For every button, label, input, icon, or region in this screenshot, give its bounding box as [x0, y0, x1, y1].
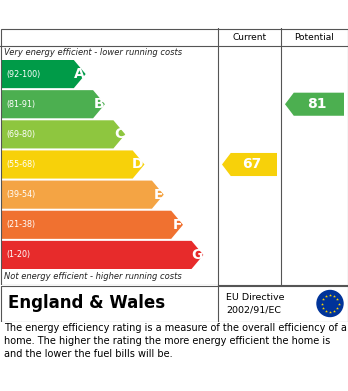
Polygon shape	[2, 90, 105, 118]
Text: (92-100): (92-100)	[6, 70, 40, 79]
Circle shape	[317, 291, 343, 316]
Text: (69-80): (69-80)	[6, 130, 35, 139]
Text: 81: 81	[307, 97, 327, 111]
Text: Very energy efficient - lower running costs: Very energy efficient - lower running co…	[4, 48, 182, 57]
Text: G: G	[191, 248, 202, 262]
Text: (21-38): (21-38)	[6, 220, 35, 229]
Text: D: D	[132, 158, 143, 172]
Text: E: E	[153, 188, 163, 202]
Text: England & Wales: England & Wales	[8, 294, 165, 312]
Polygon shape	[285, 93, 344, 116]
Text: 67: 67	[243, 158, 262, 172]
Polygon shape	[2, 60, 86, 88]
Text: 2002/91/EC: 2002/91/EC	[226, 305, 281, 314]
Polygon shape	[2, 151, 144, 179]
Polygon shape	[2, 241, 203, 269]
Polygon shape	[2, 120, 125, 149]
Text: (55-68): (55-68)	[6, 160, 35, 169]
Text: Potential: Potential	[294, 32, 334, 41]
Text: (1-20): (1-20)	[6, 250, 30, 260]
Text: B: B	[93, 97, 104, 111]
Text: Not energy efficient - higher running costs: Not energy efficient - higher running co…	[4, 272, 182, 281]
Text: EU Directive: EU Directive	[226, 292, 285, 301]
Polygon shape	[2, 181, 164, 209]
Polygon shape	[2, 211, 183, 239]
Text: Energy Efficiency Rating: Energy Efficiency Rating	[5, 6, 207, 21]
Text: A: A	[74, 67, 85, 81]
Text: Current: Current	[232, 32, 267, 41]
Text: (81-91): (81-91)	[6, 100, 35, 109]
Text: (39-54): (39-54)	[6, 190, 35, 199]
Text: F: F	[173, 218, 182, 232]
Text: C: C	[114, 127, 124, 142]
Text: The energy efficiency rating is a measure of the overall efficiency of a home. T: The energy efficiency rating is a measur…	[4, 323, 347, 359]
Polygon shape	[222, 153, 277, 176]
